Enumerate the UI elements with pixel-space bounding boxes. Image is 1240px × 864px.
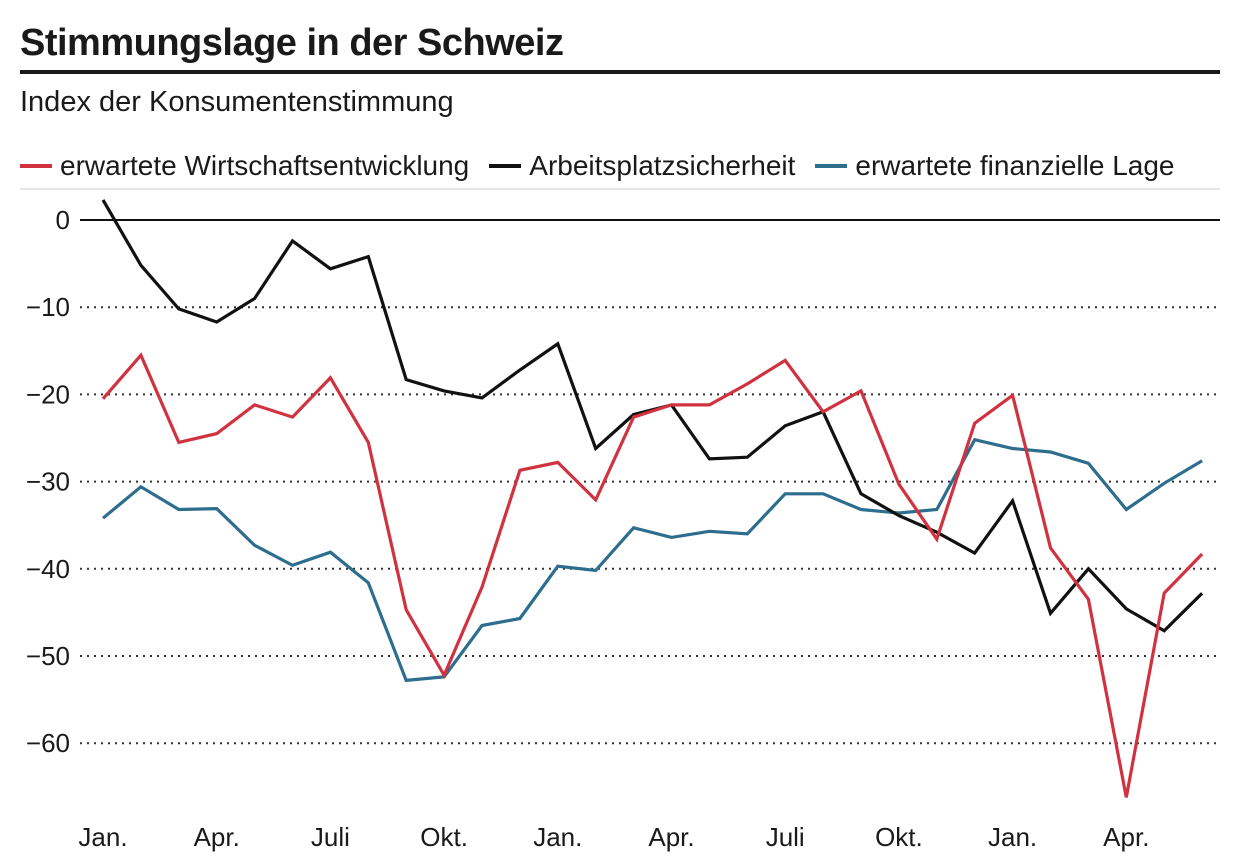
- series-lines: [101, 199, 1204, 798]
- legend-label-arbeitsplatzsicherheit: Arbeitsplatzsicherheit: [529, 150, 796, 181]
- title-rule: [20, 70, 1220, 74]
- legend-item-arbeitsplatzsicherheit: Arbeitsplatzsicherheit: [489, 150, 795, 182]
- legend-item-finanzielle-lage: erwartete finanzielle Lage: [815, 150, 1174, 182]
- legend-label-finanzielle-lage: erwartete finanzielle Lage: [855, 150, 1175, 181]
- x-axis-labels: Jan. Apr. Juli Okt. Jan. Apr. Juli Okt. Jan. Apr.: [78, 822, 1149, 852]
- x-tick-label-7: Okt.: [875, 822, 923, 852]
- y-tick-label-30: −30: [26, 467, 70, 497]
- series-line-finanzielle-lage: [101, 437, 1203, 683]
- series-line-arbeitsplatzsicherheit: [101, 199, 1204, 633]
- legend-swatch-arbeitsplatzsicherheit: [489, 164, 522, 168]
- x-tick-label-1: Apr.: [194, 822, 240, 852]
- x-tick-label-4: Jan.: [533, 822, 582, 852]
- x-tick-label-9: Apr.: [1103, 822, 1149, 852]
- x-tick-label-2: Juli: [311, 822, 350, 852]
- legend-item-wirtschaftsentwicklung: erwartete Wirtschaftsentwicklung: [20, 150, 469, 182]
- y-tick-label-0: 0: [56, 205, 70, 235]
- legend-swatch-wirtschaftsentwicklung: [20, 164, 52, 168]
- x-tick-label-6: Juli: [766, 822, 805, 852]
- x-tick-label-5: Apr.: [648, 822, 694, 852]
- legend-label-wirtschaftsentwicklung: erwartete Wirtschaftsentwicklung: [60, 150, 470, 181]
- legend: erwartete Wirtschaftsentwicklung Arbeits…: [20, 146, 1194, 186]
- x-tick-label-3: Okt.: [420, 822, 468, 852]
- y-tick-label-10: −10: [26, 292, 70, 322]
- chart-title: Stimmungslage in der Schweiz: [20, 22, 564, 64]
- chart-subtitle: Index der Konsumentenstimmung: [20, 86, 454, 118]
- y-tick-label-40: −40: [26, 554, 70, 584]
- legend-swatch-finanzielle-lage: [815, 164, 848, 168]
- series-line-wirtschaftsentwicklung: [101, 352, 1204, 798]
- y-tick-label-20: −20: [26, 379, 70, 409]
- y-axis-labels: 0 −10 −20 −30 −40 −50 −60: [26, 205, 70, 758]
- y-tick-label-60: −60: [26, 728, 70, 758]
- y-tick-label-50: −50: [26, 641, 70, 671]
- x-tick-label-8: Jan.: [988, 822, 1037, 852]
- x-tick-label-0: Jan.: [78, 822, 127, 852]
- y-gridlines: [80, 219, 1220, 745]
